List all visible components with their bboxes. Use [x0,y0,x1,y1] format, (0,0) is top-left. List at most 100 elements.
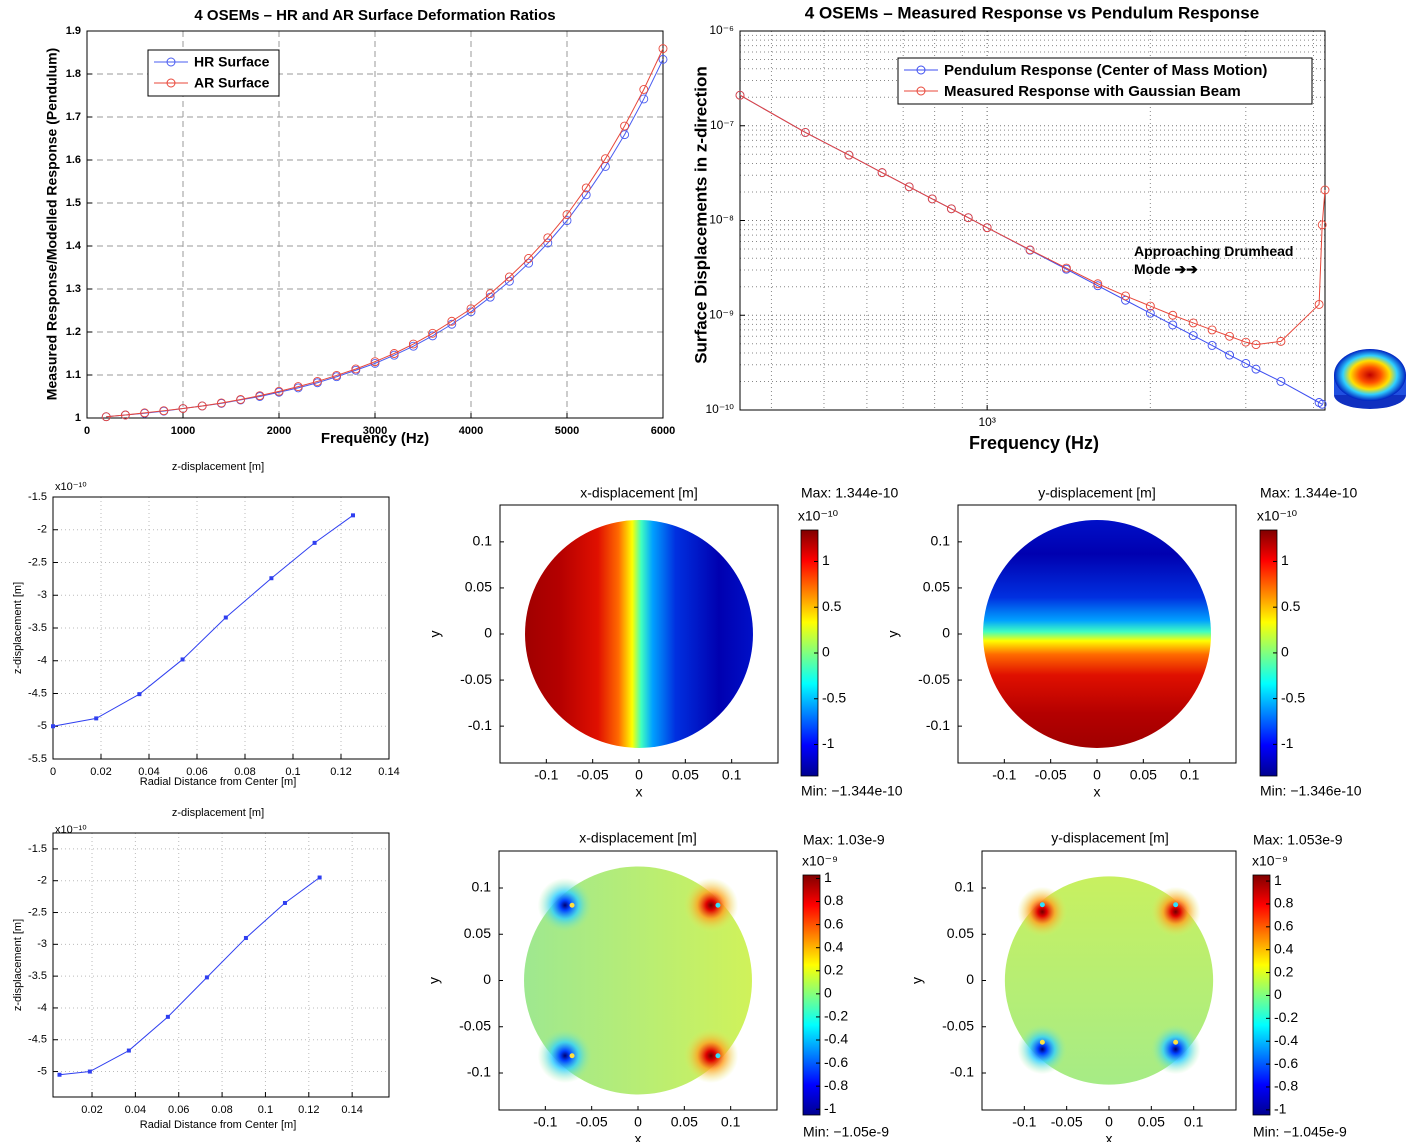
colorbar-tick-label: 0.4 [1274,940,1294,956]
y-tick-label: -0.05 [459,1017,491,1033]
max-label: Max: 1.053e-9 [1253,832,1343,848]
colorbar-tick-label: 0.2 [824,961,844,977]
marker [562,210,572,220]
y-tick-label: 1.8 [66,68,81,80]
x-tick-label: 0.12 [298,1104,319,1116]
marker [524,258,534,268]
marker [1241,337,1251,347]
colorbar [802,874,821,1116]
x-tick-label: 0.05 [671,1114,698,1130]
colorbar-tick-label: -0.2 [824,1008,848,1024]
chart-title: 4 OSEMs – HR and AR Surface Deformation … [194,7,555,24]
min-label: Min: −1.05e-9 [803,1124,889,1140]
y-tick-label: -0.1 [926,717,950,733]
marker [1225,331,1234,341]
legend-label: Pendulum Response (Center of Mass Motion… [944,62,1267,79]
y-tick-label: -5.5 [28,753,47,765]
x-tick-label: 3000 [363,425,387,437]
min-label: Min: −1.045e-9 [1253,1124,1347,1140]
y-tick-label: 0.1 [473,533,493,549]
x-tick-label: 0.1 [1184,1114,1204,1130]
colorbar-tick-label: 0 [1274,986,1282,1002]
marker [485,289,495,299]
marker [844,150,854,160]
marker [982,223,992,233]
max-label: Max: 1.344e-10 [801,485,898,501]
y-tick-label: 0.05 [465,579,492,595]
marker [197,401,207,411]
field-spot [537,1028,593,1084]
marker [447,316,457,326]
y-tick-label: -0.05 [942,1017,974,1033]
marker [178,404,188,413]
y-tick-label: -4.5 [28,1034,47,1046]
x-tick-label: 0.1 [722,767,742,783]
x-tick-label: 0 [1093,767,1101,783]
marker [927,194,937,204]
y-tick-label: -0.05 [918,671,950,687]
x-tick-label: 2000 [267,425,291,437]
y-multiplier: x10⁻¹⁰ [55,824,87,836]
marker [1168,320,1178,330]
marker [946,204,956,214]
marker [351,364,361,374]
marker [1276,377,1286,386]
field-spot [1150,1024,1201,1075]
x-tick-label: 0 [635,767,643,783]
y-tick-label: 1.6 [66,154,81,166]
y-tick-label: 0.1 [955,879,975,895]
x-tick-label: 0.14 [341,1104,362,1116]
y-tick-label: 1.5 [66,197,81,209]
x-tick-label: 0.05 [672,767,699,783]
colorbar-multiplier: x10⁻¹⁰ [1257,508,1298,524]
y-tick-label: -0.1 [468,717,492,733]
field-spot-core [1173,1039,1179,1045]
y-tick-label: -4 [37,1002,47,1014]
marker [87,1069,92,1074]
x-axis-label: Radial Distance from Center [m] [140,776,297,788]
marker [639,85,649,94]
colorbar-tick-label: 0.8 [1274,895,1294,911]
marker [1121,291,1130,301]
marker [581,190,591,200]
y-tick-label: 1.9 [66,25,81,37]
marker [1145,301,1155,311]
annotation: Approaching Drumhead Mode ➔➔ [1134,243,1293,277]
colorbar-tick-label: -0.6 [824,1054,848,1070]
x-tick-label: 0.06 [168,1104,189,1116]
x-tick-label: -0.1 [534,767,558,783]
y-tick-label: -1.5 [28,843,47,855]
x-tick-label: -0.1 [1012,1114,1036,1130]
annotation-line: Mode ➔➔ [1134,261,1198,277]
marker [1093,279,1103,289]
marker [274,386,284,396]
colorbar-tick-label: -1 [1274,1101,1287,1117]
field-spot-core [569,1053,575,1059]
marker [1145,308,1155,318]
marker [524,254,534,263]
min-label: Min: −1.344e-10 [801,783,903,799]
marker [140,408,150,418]
marker [620,121,630,131]
y-tick-label: -0.1 [467,1064,491,1080]
field-spot [537,877,593,933]
marker [800,127,810,137]
x-tick-label: 10³ [978,415,995,429]
x-tick-label: 6000 [651,425,675,437]
y-tick-label: 10⁻⁶ [709,23,734,37]
x-tick-label: 0.08 [234,766,255,778]
marker [1251,340,1261,350]
marker [94,716,99,721]
y-axis-label: y [909,977,925,984]
marker [735,90,745,100]
marker [1317,220,1327,230]
marker [639,94,649,104]
legend-marker [916,86,926,96]
y-axis-label: Surface Displacements in z-direction [691,66,710,364]
colorbar-tick-label: 0.8 [824,892,844,908]
y-tick-label: -1.5 [28,491,47,503]
field-spot-core [715,902,721,908]
x-tick-label: 0.1 [1180,767,1200,783]
colorbar-tick-label: 1 [824,869,832,885]
